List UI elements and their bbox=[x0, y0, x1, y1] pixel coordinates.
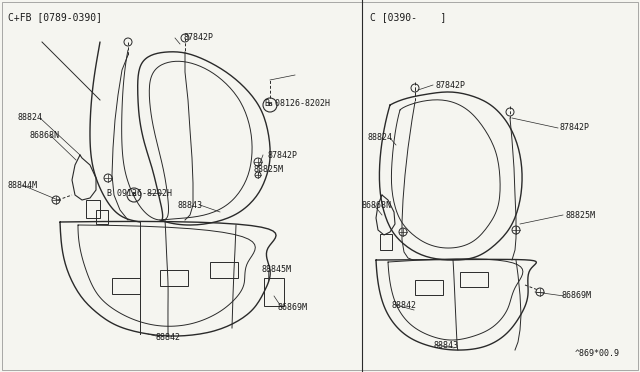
Bar bbox=[264, 278, 284, 306]
Bar bbox=[160, 270, 188, 286]
Text: 88824: 88824 bbox=[368, 134, 393, 142]
Text: 88843: 88843 bbox=[433, 340, 458, 350]
Text: 86868N: 86868N bbox=[362, 201, 392, 209]
Bar bbox=[112, 278, 140, 294]
Text: 87842P: 87842P bbox=[560, 124, 590, 132]
Bar bbox=[210, 262, 238, 278]
Text: 87842P: 87842P bbox=[435, 80, 465, 90]
Bar bbox=[380, 234, 392, 250]
Text: 87842P: 87842P bbox=[183, 33, 213, 42]
Text: 86869M: 86869M bbox=[278, 304, 308, 312]
Text: 86869M: 86869M bbox=[561, 292, 591, 301]
Text: ^869*00.9: ^869*00.9 bbox=[575, 349, 620, 358]
Text: 88824: 88824 bbox=[18, 113, 43, 122]
Text: 86868N: 86868N bbox=[30, 131, 60, 140]
Text: C [0390-    ]: C [0390- ] bbox=[370, 12, 446, 22]
Text: B: B bbox=[268, 103, 273, 108]
Text: 88825M: 88825M bbox=[254, 166, 284, 174]
Text: B: B bbox=[132, 192, 136, 198]
Bar bbox=[460, 272, 488, 287]
Text: B 08126-8202H: B 08126-8202H bbox=[265, 99, 330, 109]
Text: 88843: 88843 bbox=[178, 201, 203, 209]
Text: 88845M: 88845M bbox=[262, 266, 292, 275]
Text: 88842: 88842 bbox=[392, 301, 417, 310]
Text: C+FB [0789-0390]: C+FB [0789-0390] bbox=[8, 12, 102, 22]
Text: 88825M: 88825M bbox=[565, 211, 595, 219]
Bar bbox=[86, 200, 100, 218]
Bar bbox=[415, 280, 443, 295]
Text: B 09126-8202H: B 09126-8202H bbox=[107, 189, 172, 198]
Text: 88844M: 88844M bbox=[8, 180, 38, 189]
Text: 87842P: 87842P bbox=[267, 151, 297, 160]
Bar bbox=[96, 210, 108, 224]
Text: 88842: 88842 bbox=[155, 333, 180, 341]
